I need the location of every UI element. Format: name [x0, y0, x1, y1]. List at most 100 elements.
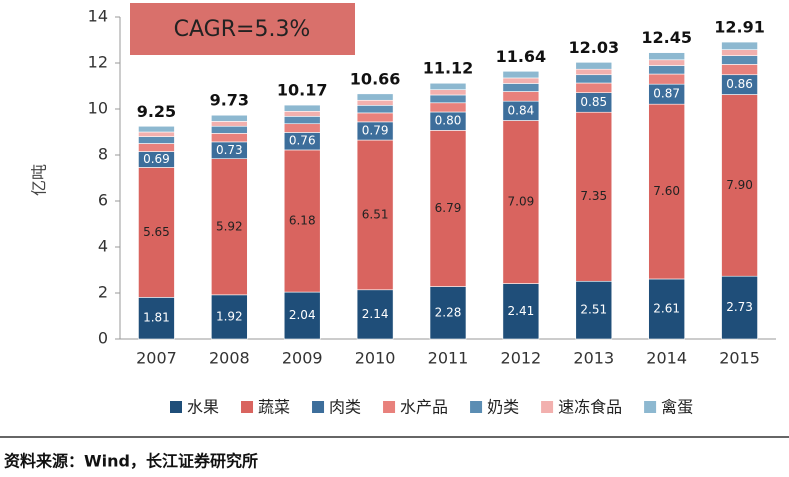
data-label: 7.09 [508, 195, 535, 209]
annotation-box [130, 3, 355, 55]
x-tick-label: 2008 [209, 349, 250, 368]
y-tick-label: 10 [88, 99, 108, 118]
legend-swatch [312, 401, 325, 413]
bar-segment [721, 64, 758, 76]
x-tick-label: 2015 [719, 349, 760, 368]
bar-segment [721, 49, 758, 56]
bar-segment [575, 74, 613, 84]
y-tick-label: 14 [88, 7, 108, 26]
data-label: 2.28 [435, 305, 462, 319]
bar-segment [429, 286, 467, 340]
total-label: 11.64 [496, 47, 547, 66]
bar-segment [721, 275, 758, 340]
bar-segment [211, 114, 248, 122]
bar-segment [502, 77, 540, 84]
bar-segment [138, 297, 175, 340]
data-label: 0.79 [362, 123, 389, 137]
data-label: 0.69 [143, 152, 170, 166]
bar-segment [575, 111, 613, 282]
legend-label: 肉类 [329, 398, 361, 417]
bar-segment [283, 104, 321, 112]
data-label: 0.87 [653, 87, 680, 101]
total-label: 12.03 [568, 38, 619, 57]
x-tick-label: 2010 [355, 349, 396, 368]
bar-segment [283, 291, 321, 340]
data-label: 2.04 [289, 308, 316, 322]
data-label: 7.90 [726, 178, 753, 192]
total-label: 12.91 [714, 18, 765, 37]
bar-segment [356, 99, 394, 106]
bar-segment [138, 167, 175, 298]
bar-segment [429, 130, 467, 287]
bar-segment [502, 83, 540, 92]
data-label: 0.80 [435, 114, 462, 128]
bar-segment [575, 62, 613, 70]
annotation: CAGR=5.3% [174, 17, 311, 42]
data-label: 2.51 [580, 303, 607, 317]
bar-segment [356, 289, 394, 340]
bar-segment [648, 278, 685, 340]
legend-swatch [170, 401, 182, 413]
bar-segment [429, 82, 467, 90]
bar-segment [429, 94, 467, 104]
data-label: 5.92 [216, 219, 243, 233]
data-label: 6.79 [435, 201, 462, 215]
bar-segment [211, 294, 248, 340]
data-label: 0.73 [216, 143, 243, 157]
x-tick-label: 2012 [501, 349, 542, 368]
legend-label: 水产品 [400, 398, 448, 417]
y-tick-label: 4 [98, 237, 108, 256]
legend-label: 奶类 [487, 398, 519, 417]
data-label: 2.14 [362, 307, 389, 321]
data-label: 0.85 [580, 95, 607, 109]
x-tick-label: 2014 [646, 349, 687, 368]
data-label: 2.61 [653, 301, 680, 315]
y-tick-label: 2 [98, 283, 108, 302]
bar-segment [648, 73, 685, 85]
total-label: 9.73 [210, 91, 249, 110]
data-label: 2.41 [508, 304, 535, 318]
total-label: 10.66 [350, 69, 401, 88]
legend-label: 速冻食品 [558, 398, 622, 417]
bar-segment [721, 41, 758, 50]
data-label: 1.81 [143, 311, 170, 325]
bar-segment [502, 120, 540, 284]
source: 资料来源：Wind，长江证券研究所 [4, 452, 258, 471]
bar-segment [648, 52, 685, 61]
legend-label: 水果 [187, 398, 219, 417]
bar-segment [283, 149, 321, 293]
bar-segment [648, 103, 685, 280]
bar-segment [211, 121, 248, 127]
bar-segment [502, 283, 540, 340]
bar-segment [721, 94, 758, 277]
bar-segment [211, 125, 248, 134]
x-tick-label: 2013 [573, 349, 614, 368]
legend-label: 蔬菜 [258, 398, 290, 417]
bar-segment [356, 139, 394, 291]
legend-swatch [241, 401, 254, 413]
bar-segment [502, 91, 540, 102]
bar-segment [721, 55, 758, 65]
bar-segment [648, 59, 685, 66]
y-tick-label: 0 [98, 329, 108, 348]
x-tick-label: 2007 [136, 349, 177, 368]
bar-segment [429, 102, 467, 113]
data-label: 0.76 [289, 134, 316, 148]
bar-segment [356, 105, 394, 114]
data-label: 0.86 [726, 77, 753, 91]
y-tick-label: 8 [98, 145, 108, 164]
bar-segment [356, 112, 394, 123]
bar-segment [283, 116, 321, 125]
total-label: 12.45 [641, 28, 692, 47]
data-label: 5.65 [143, 225, 170, 239]
y-axis-label: 亿吨 [30, 164, 49, 196]
x-tick-label: 2011 [428, 349, 469, 368]
bar-segment [138, 143, 175, 152]
legend-label: 禽蛋 [661, 398, 693, 417]
y-tick-label: 6 [98, 191, 108, 210]
bar-segment [138, 125, 175, 133]
total-label: 10.17 [277, 81, 328, 100]
total-label: 9.25 [137, 102, 176, 121]
data-label: 6.51 [362, 207, 389, 221]
